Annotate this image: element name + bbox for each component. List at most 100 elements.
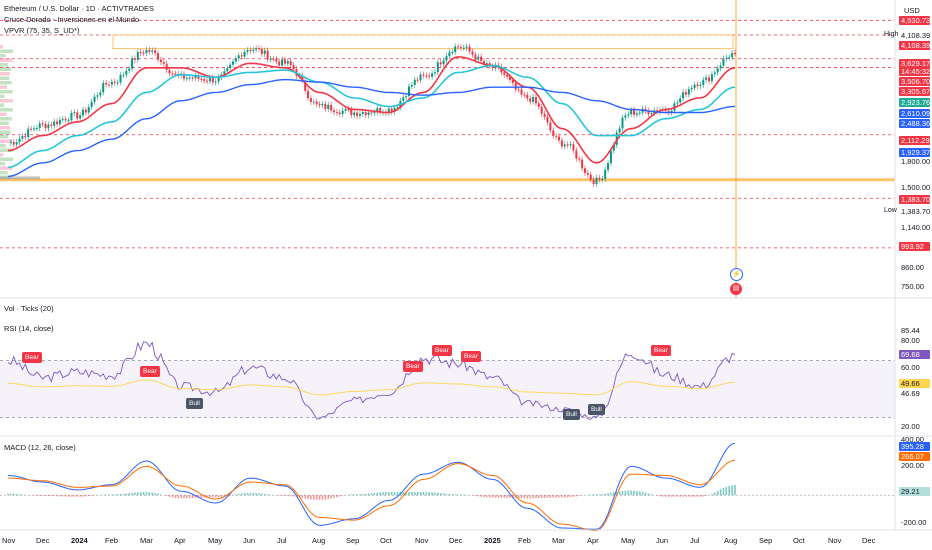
macd-histogram-bar: [396, 492, 399, 496]
macd-histogram-bar: [705, 495, 707, 496]
price-tick: 1,500.00: [901, 183, 931, 192]
candle-body: [589, 174, 592, 180]
macd-histogram-bar: [186, 495, 188, 499]
time-label: Apr: [174, 536, 186, 545]
candle-body: [425, 75, 428, 77]
rsi-legend[interactable]: RSI (14, close): [4, 324, 54, 333]
candle-body: [477, 56, 480, 60]
indicator-legend-2[interactable]: VPVR (75, 35, S_UD*): [4, 26, 80, 35]
candle-body: [534, 97, 537, 104]
candle-body: [318, 104, 321, 106]
volume-legend[interactable]: Vol · Ticks (20): [4, 304, 54, 313]
macd-histogram-bar: [177, 495, 180, 499]
macd-histogram-bar: [333, 495, 335, 498]
macd-histogram-bar: [500, 495, 503, 498]
macd-tick: -200.00: [901, 518, 927, 527]
candle-body: [506, 74, 509, 77]
macd-histogram-bar: [206, 495, 208, 498]
macd-histogram-bar: [627, 490, 630, 496]
candle-body: [87, 107, 90, 113]
macd-histogram-bar: [644, 492, 647, 496]
candle-body: [182, 73, 185, 79]
macd-legend[interactable]: MACD (12, 26, close): [4, 443, 76, 452]
time-axis[interactable]: [0, 0, 932, 531]
candle-body: [174, 73, 177, 75]
macd-histogram-bar: [73, 495, 76, 497]
vpvr-bar: [0, 144, 6, 148]
macd-pane[interactable]: [0, 442, 895, 532]
candle-body: [240, 55, 243, 57]
rsi-tick: 80.00: [901, 336, 920, 345]
candle-body: [211, 77, 214, 83]
candle-body: [459, 47, 462, 49]
time-label: Aug: [724, 536, 738, 545]
candle-body: [549, 122, 552, 131]
candle-body: [122, 74, 125, 76]
macd-histogram-bar: [145, 492, 148, 496]
candle-body: [50, 124, 53, 126]
macd-histogram-bar: [128, 493, 130, 496]
candle-body: [552, 130, 555, 136]
macd-histogram-bar: [506, 495, 508, 498]
vpvr-bar: [0, 81, 12, 85]
price-tag: 3,629.17: [899, 59, 931, 68]
candle-body: [454, 46, 457, 53]
macd-histogram-bar: [688, 495, 690, 497]
macd-histogram-bar: [364, 493, 367, 496]
macd-histogram-bar: [416, 492, 419, 496]
candle-body: [102, 82, 105, 93]
macd-histogram-bar: [59, 495, 61, 497]
signal-line: [8, 459, 736, 532]
macd-histogram-bar: [119, 494, 122, 496]
macd-histogram-bar: [336, 495, 338, 498]
macd-histogram-bar: [18, 494, 21, 496]
macd-histogram-bar: [702, 495, 705, 497]
vpvr-bar: [0, 148, 13, 152]
macd-histogram-bar: [255, 493, 257, 496]
time-label: Dec: [449, 536, 463, 545]
macd-histogram-bar: [171, 495, 174, 498]
price-tick: 1,800.00: [901, 157, 931, 166]
candle-body: [396, 107, 399, 109]
candle-body: [667, 110, 670, 113]
macd-histogram-bar: [237, 493, 240, 496]
macd-histogram-bar: [249, 492, 252, 496]
macd-histogram-bar: [448, 494, 451, 496]
vpvr-bar: [0, 121, 9, 125]
candle-body: [433, 72, 436, 74]
series-line-ema-slow: [7, 78, 736, 178]
indicator-legend-1[interactable]: Cruce Dorado - Inversiones en el Mundo: [4, 15, 140, 24]
candle-body: [592, 179, 595, 185]
candle-body: [289, 61, 292, 66]
candle-body: [188, 77, 191, 79]
vpvr-bar: [0, 94, 5, 98]
macd-histogram-bar: [137, 492, 139, 496]
macd-histogram-bar: [214, 495, 217, 498]
high-label: High: [884, 31, 899, 38]
candle-body: [275, 58, 278, 62]
candle-body: [344, 109, 347, 111]
lightning-icon[interactable]: ⚡: [730, 268, 743, 281]
time-label: Dec: [36, 536, 50, 545]
macd-histogram-bar: [569, 495, 572, 498]
candle-body: [61, 119, 64, 121]
macd-histogram-bar: [641, 492, 644, 496]
rsi-tick: 20.00: [901, 422, 920, 431]
vpvr-bar: [0, 63, 8, 67]
candle-body: [272, 58, 275, 60]
main-price-pane[interactable]: [0, 0, 895, 298]
macd-histogram-bar: [134, 492, 136, 496]
macd-histogram-bar: [284, 495, 286, 496]
macd-histogram-bar: [315, 495, 318, 500]
macd-histogram-bar: [310, 495, 312, 500]
candle-body: [621, 117, 624, 129]
candle-body: [168, 69, 171, 74]
candle-body: [18, 138, 21, 143]
macd-histogram-bar: [517, 495, 520, 499]
candle-body: [416, 79, 419, 81]
candle-body: [537, 103, 540, 107]
macd-histogram-bar: [682, 495, 684, 497]
macd-histogram-bar: [15, 493, 18, 496]
flag-event-icon[interactable]: ▤: [730, 283, 742, 295]
candle-body: [514, 82, 517, 90]
